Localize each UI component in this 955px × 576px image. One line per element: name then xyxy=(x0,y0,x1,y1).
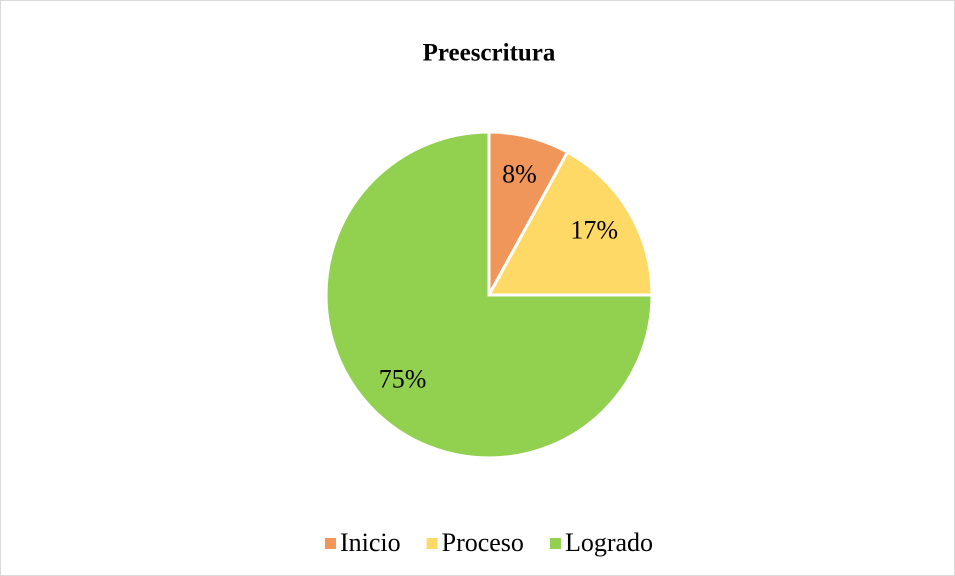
legend-label: Proceso xyxy=(442,528,524,557)
chart-title: Preescritura xyxy=(423,40,556,67)
legend-label: Inicio xyxy=(340,528,401,557)
data-label: 75% xyxy=(379,364,427,393)
pie-slice xyxy=(486,150,654,297)
legend-marker xyxy=(426,538,438,549)
legend-marker xyxy=(324,538,336,549)
data-label: 17% xyxy=(570,216,618,245)
data-label: 8% xyxy=(502,160,537,189)
legend-marker xyxy=(549,538,561,549)
pie-slice xyxy=(324,130,654,460)
legend-label: Logrado xyxy=(565,528,653,557)
